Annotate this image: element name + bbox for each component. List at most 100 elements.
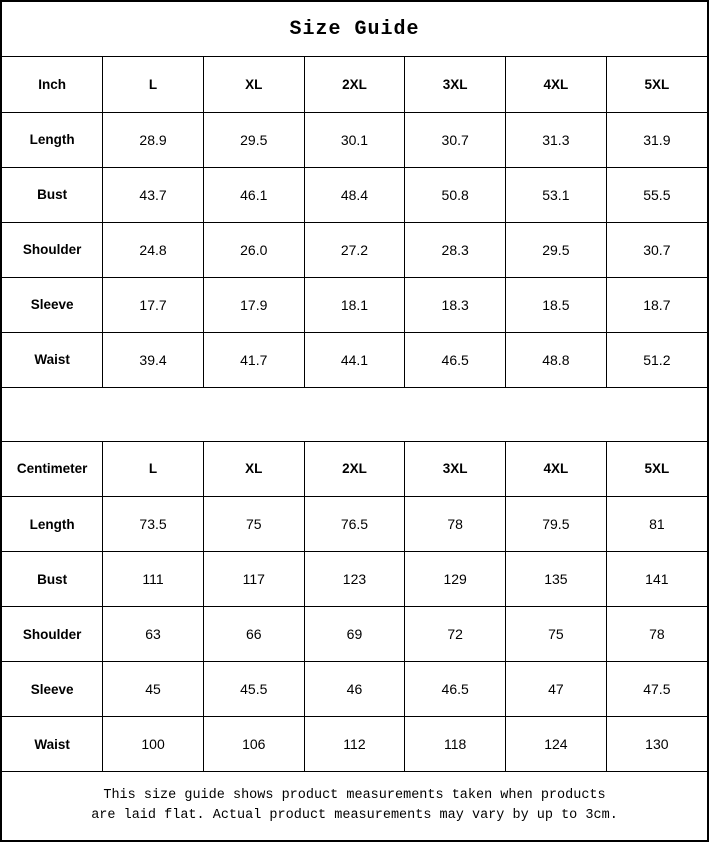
value-cell: 48.4 — [303, 166, 406, 223]
size-header-cell: 3XL — [404, 57, 507, 113]
row-label-cell: Waist — [2, 716, 104, 772]
size-header-cell: XL — [202, 441, 305, 497]
measurement-row: Bust 43.7 46.1 48.4 50.8 53.1 55.5 — [2, 166, 707, 223]
value-cell: 79.5 — [505, 496, 607, 552]
size-header-row: Centimeter L XL 2XL 3XL 4XL 5XL — [2, 441, 707, 497]
value-cell: 18.5 — [505, 276, 607, 333]
size-header-row: Inch L XL 2XL 3XL 4XL 5XL — [2, 57, 707, 113]
value-cell: 76.5 — [303, 496, 406, 552]
page-title: Size Guide — [2, 2, 707, 57]
value-cell: 50.8 — [404, 166, 507, 223]
disclaimer-line-2: are laid flat. Actual product measuremen… — [91, 808, 618, 823]
size-header-cell: 5XL — [605, 441, 707, 497]
measurement-row: Waist 39.4 41.7 44.1 46.5 48.8 51.2 — [2, 331, 707, 388]
value-cell: 129 — [404, 551, 507, 607]
value-cell: 17.9 — [202, 276, 305, 333]
measurement-row: Sleeve 45 45.5 46 46.5 47 47.5 — [2, 661, 707, 717]
value-cell: 118 — [404, 716, 507, 772]
unit-header-cell: Centimeter — [2, 441, 104, 497]
value-cell: 78 — [404, 496, 507, 552]
value-cell: 123 — [303, 551, 406, 607]
value-cell: 135 — [505, 551, 607, 607]
measurement-row: Sleeve 17.7 17.9 18.1 18.3 18.5 18.7 — [2, 276, 707, 333]
value-cell: 111 — [102, 551, 204, 607]
measurement-row: Waist 100 106 112 118 124 130 — [2, 716, 707, 772]
value-cell: 53.1 — [505, 166, 607, 223]
measurement-row: Bust 111 117 123 129 135 141 — [2, 551, 707, 607]
row-label-cell: Waist — [2, 331, 104, 388]
value-cell: 63 — [102, 606, 204, 662]
value-cell: 45 — [102, 661, 204, 717]
value-cell: 46.5 — [404, 661, 507, 717]
value-cell: 18.1 — [303, 276, 406, 333]
value-cell: 30.7 — [404, 111, 507, 168]
inch-table: Inch L XL 2XL 3XL 4XL 5XL Length 28.9 29.5 30.1 30.… — [2, 57, 707, 388]
value-cell: 29.5 — [202, 111, 305, 168]
size-header-cell: 5XL — [605, 57, 707, 113]
row-label-cell: Length — [2, 111, 104, 168]
value-cell: 46 — [303, 661, 406, 717]
value-cell: 75 — [505, 606, 607, 662]
value-cell: 72 — [404, 606, 507, 662]
value-cell: 47.5 — [605, 661, 707, 717]
value-cell: 130 — [605, 716, 707, 772]
value-cell: 78 — [605, 606, 707, 662]
size-header-cell: 4XL — [505, 57, 607, 113]
value-cell: 48.8 — [505, 331, 607, 388]
value-cell: 55.5 — [605, 166, 707, 223]
measurement-row: Length 28.9 29.5 30.1 30.7 31.3 31.9 — [2, 111, 707, 168]
value-cell: 28.3 — [404, 221, 507, 278]
value-cell: 106 — [202, 716, 305, 772]
value-cell: 75 — [202, 496, 305, 552]
size-header-cell: 2XL — [303, 57, 406, 113]
measurement-row: Shoulder 63 66 69 72 75 78 — [2, 606, 707, 662]
row-label-cell: Shoulder — [2, 606, 104, 662]
row-label-cell: Shoulder — [2, 221, 104, 278]
value-cell: 26.0 — [202, 221, 305, 278]
measurement-row: Shoulder 24.8 26.0 27.2 28.3 29.5 30.7 — [2, 221, 707, 278]
value-cell: 28.9 — [102, 111, 204, 168]
row-label-cell: Length — [2, 496, 104, 552]
value-cell: 46.1 — [202, 166, 305, 223]
value-cell: 43.7 — [102, 166, 204, 223]
measurement-disclaimer: This size guide shows product measuremen… — [2, 772, 707, 840]
table-spacer — [2, 388, 707, 442]
row-label-cell: Sleeve — [2, 276, 104, 333]
size-header-cell: 3XL — [404, 441, 507, 497]
centimeter-table: Centimeter L XL 2XL 3XL 4XL 5XL Length 73.5 75 76.… — [2, 441, 707, 772]
size-header-cell: L — [102, 57, 204, 113]
value-cell: 18.7 — [605, 276, 707, 333]
value-cell: 51.2 — [605, 331, 707, 388]
value-cell: 27.2 — [303, 221, 406, 278]
value-cell: 41.7 — [202, 331, 305, 388]
value-cell: 44.1 — [303, 331, 406, 388]
unit-header-cell: Inch — [2, 57, 104, 113]
value-cell: 46.5 — [404, 331, 507, 388]
value-cell: 39.4 — [102, 331, 204, 388]
value-cell: 30.1 — [303, 111, 406, 168]
disclaimer-line-1: This size guide shows product measuremen… — [103, 788, 606, 803]
value-cell: 141 — [605, 551, 707, 607]
measurement-row: Length 73.5 75 76.5 78 79.5 81 — [2, 496, 707, 552]
value-cell: 100 — [102, 716, 204, 772]
row-label-cell: Bust — [2, 166, 104, 223]
size-header-cell: 4XL — [505, 441, 607, 497]
value-cell: 66 — [202, 606, 305, 662]
value-cell: 117 — [202, 551, 305, 607]
value-cell: 73.5 — [102, 496, 204, 552]
value-cell: 29.5 — [505, 221, 607, 278]
row-label-cell: Bust — [2, 551, 104, 607]
value-cell: 24.8 — [102, 221, 204, 278]
value-cell: 112 — [303, 716, 406, 772]
value-cell: 18.3 — [404, 276, 507, 333]
row-label-cell: Sleeve — [2, 661, 104, 717]
value-cell: 81 — [605, 496, 707, 552]
value-cell: 69 — [303, 606, 406, 662]
value-cell: 47 — [505, 661, 607, 717]
value-cell: 124 — [505, 716, 607, 772]
value-cell: 45.5 — [202, 661, 305, 717]
value-cell: 17.7 — [102, 276, 204, 333]
value-cell: 31.3 — [505, 111, 607, 168]
size-header-cell: XL — [202, 57, 305, 113]
